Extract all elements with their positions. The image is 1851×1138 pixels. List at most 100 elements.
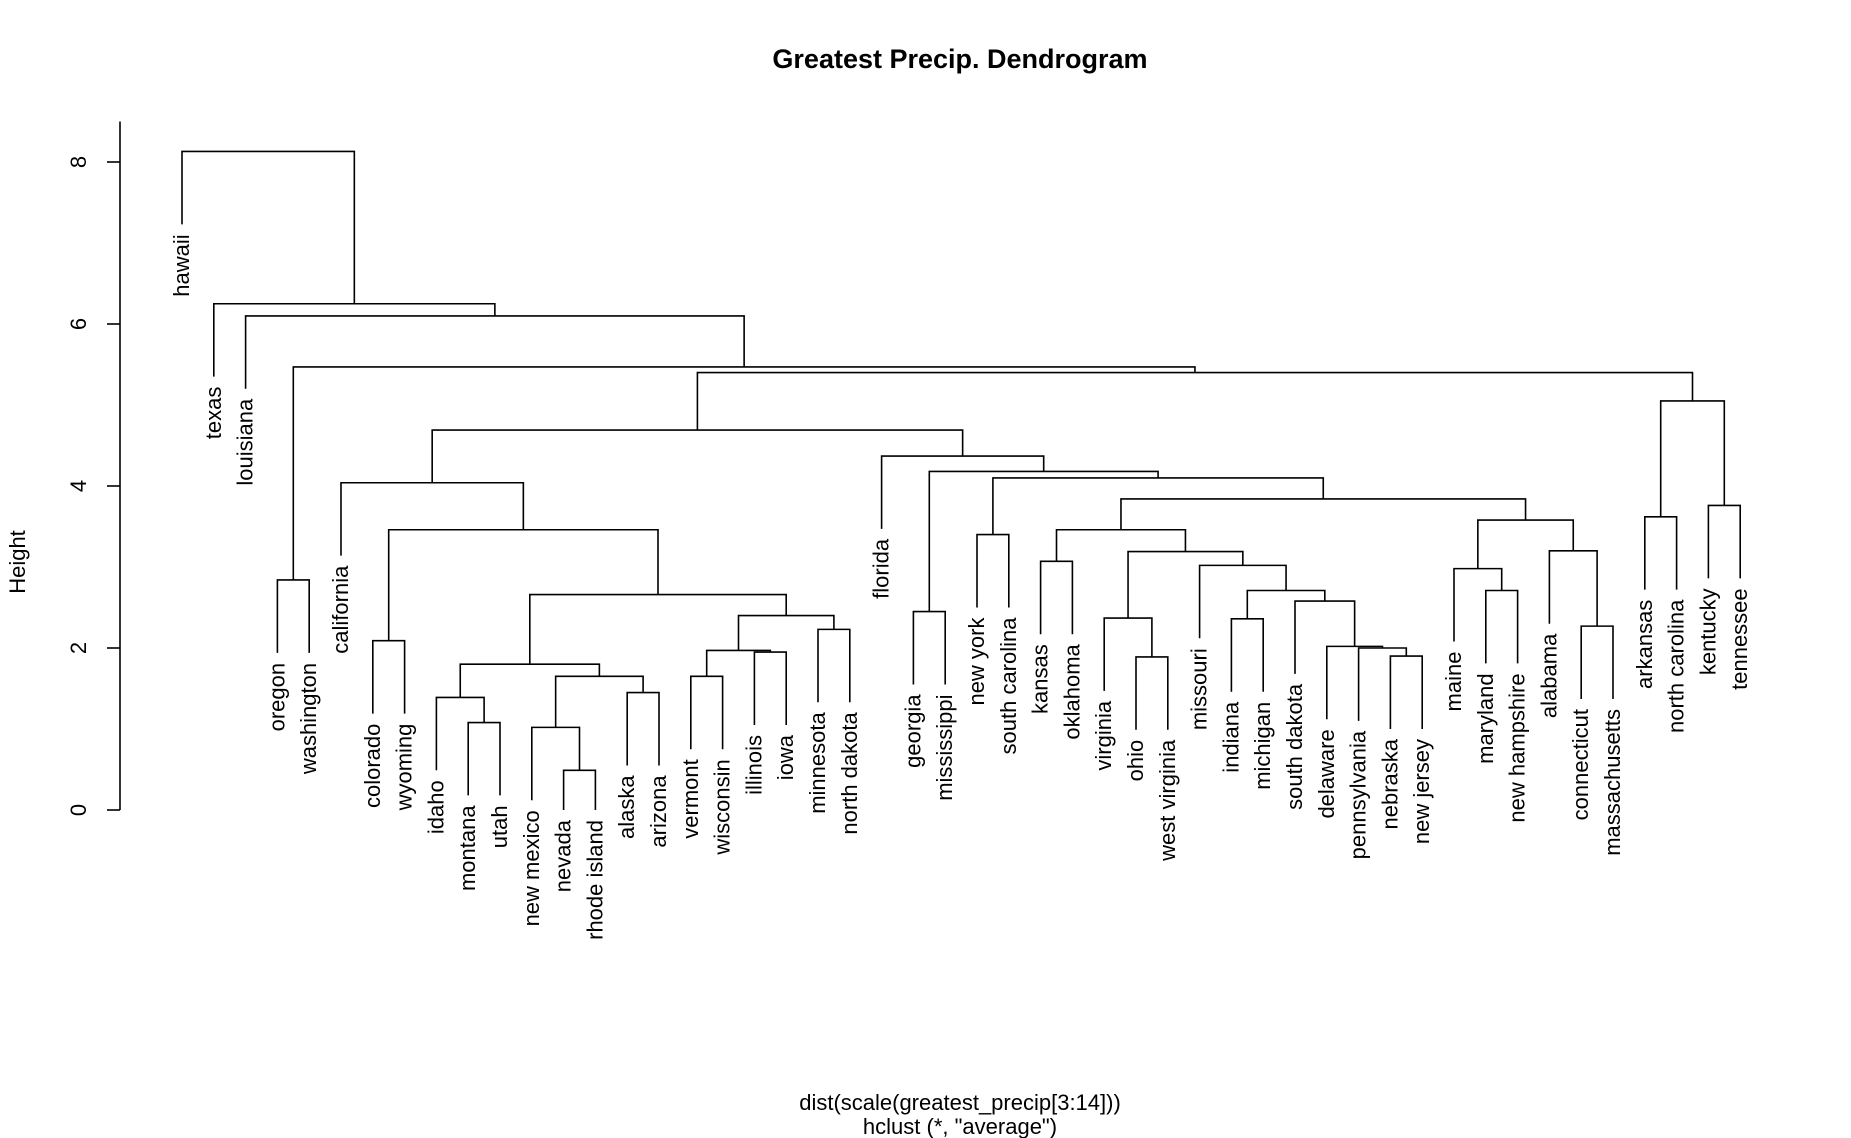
merge-link-C36 — [1120, 498, 1527, 530]
leaf-labels: hawaii texas louisiana oregon washington cali… — [169, 234, 1752, 940]
y-tick-label: 2 — [66, 642, 91, 654]
merge-link-C6 — [554, 675, 644, 728]
leaf-label: north dakota — [837, 712, 862, 835]
merge-link-C11 — [817, 628, 851, 703]
leaf-label: ohio — [1123, 740, 1148, 782]
leaf-label: texas — [201, 387, 226, 440]
merge-link-C8 — [690, 675, 724, 750]
leaf-label: utah — [487, 805, 512, 848]
leaf-label: california — [328, 565, 353, 654]
leaf-label: oregon — [264, 663, 289, 732]
merge-link-C19 — [1039, 560, 1074, 635]
leaf-label: mississippi — [932, 694, 957, 800]
leaf-label: west virginia — [1155, 739, 1180, 862]
merge-link-C41 — [1644, 515, 1678, 590]
leaf-label: michigan — [1250, 702, 1275, 790]
leaf-label: rhode island — [582, 820, 607, 940]
leaf-label: hawaii — [169, 234, 194, 296]
merge-link-C5 — [626, 691, 660, 766]
dendrogram-links — [181, 150, 1741, 810]
merge-link-C10 — [705, 649, 772, 677]
merge-link-C43 — [1659, 400, 1726, 517]
leaf-label: new jersey — [1409, 739, 1434, 844]
leaf-label: tennessee — [1727, 588, 1752, 690]
leaf-label: oklahoma — [1059, 643, 1084, 739]
leaf-label: maine — [1441, 652, 1466, 712]
distance-method-label: dist(scale(greatest_precip[3:14])) — [799, 1090, 1121, 1115]
merge-link-C3 — [467, 721, 501, 796]
leaf-label: washington — [296, 663, 321, 775]
y-tick-label: 4 — [66, 480, 91, 492]
leaf-label: louisiana — [233, 398, 258, 486]
leaf-label: vermont — [678, 759, 703, 838]
leaf-label: arizona — [646, 775, 671, 848]
merge-link-C17 — [912, 610, 946, 685]
leaf-label: new hampshire — [1505, 673, 1530, 822]
leaf-label: iowa — [773, 734, 798, 780]
leaf-label: massachusetts — [1600, 709, 1625, 856]
merge-link-C21 — [1103, 617, 1153, 691]
y-tick-label: 6 — [66, 318, 91, 330]
leaf-label: connecticut — [1568, 709, 1593, 820]
leaf-label: arkansas — [1632, 600, 1657, 689]
leaf-label: maryland — [1473, 673, 1498, 763]
merge-link-C4 — [435, 696, 485, 771]
y-axis: 0 2 4 6 8 — [66, 121, 121, 816]
leaf-label: south carolina — [996, 617, 1021, 755]
merge-link-C25 — [1294, 600, 1356, 674]
merge-link-C47 — [244, 315, 745, 389]
merge-link-C12 — [737, 614, 835, 651]
merge-link-C37 — [992, 477, 1325, 535]
merge-link-C15 — [387, 528, 659, 641]
leaf-label: kentucky — [1695, 588, 1720, 675]
merge-link-C29 — [1127, 550, 1244, 619]
leaf-label: kansas — [1028, 644, 1053, 714]
leaf-label: nebraska — [1377, 738, 1402, 829]
merge-link-C32 — [1453, 567, 1503, 642]
leaf-label: florida — [869, 538, 894, 599]
merge-link-C46 — [292, 366, 1196, 580]
merge-link-C30 — [1055, 528, 1187, 562]
merge-link-C7 — [459, 663, 601, 698]
leaf-label: idaho — [423, 780, 448, 834]
merge-link-C23 — [1357, 647, 1408, 721]
merge-link-C24 — [1326, 645, 1384, 720]
merge-link-C44 — [696, 371, 1694, 431]
merge-link-C45 — [276, 579, 310, 653]
merge-link-C28 — [1198, 564, 1287, 639]
leaf-label: north carolina — [1664, 599, 1689, 733]
merge-link-C9 — [753, 651, 787, 725]
merge-link-C14 — [372, 639, 406, 714]
leaf-label: montana — [455, 805, 480, 891]
leaf-label: wisconsin — [710, 759, 735, 855]
merge-link-C49 — [181, 150, 356, 304]
merge-link-C38 — [928, 470, 1159, 612]
chart-title: Greatest Precip. Dendrogram — [772, 44, 1147, 74]
leaf-label: nevada — [551, 819, 576, 892]
merge-link-C2 — [531, 726, 581, 801]
merge-link-C33 — [1580, 625, 1614, 700]
leaf-label: wyoming — [392, 724, 417, 812]
leaf-label: illinois — [741, 735, 766, 795]
leaf-label: missouri — [1187, 648, 1212, 730]
merge-link-C22 — [1389, 655, 1423, 729]
leaf-label: georgia — [900, 694, 925, 768]
merge-link-C1 — [562, 769, 597, 810]
leaf-label: south dakota — [1282, 683, 1307, 810]
leaf-label: new mexico — [519, 810, 544, 926]
merge-link-C48 — [213, 302, 496, 377]
clustering-method-label: hclust (*, "average") — [863, 1114, 1057, 1138]
leaf-label: delaware — [1314, 729, 1339, 818]
merge-link-C27 — [1246, 589, 1326, 619]
y-tick-label: 0 — [66, 804, 91, 816]
merge-link-C35 — [1477, 519, 1575, 569]
leaf-label: new york — [964, 617, 989, 706]
merge-link-C39 — [880, 455, 1045, 529]
leaf-label: colorado — [360, 724, 385, 808]
merge-link-C26 — [1230, 618, 1264, 692]
leaf-label: pennsylvania — [1346, 730, 1371, 859]
y-tick-label: 8 — [66, 156, 91, 168]
leaf-label: indiana — [1218, 701, 1243, 773]
merge-link-C31 — [1485, 589, 1519, 664]
